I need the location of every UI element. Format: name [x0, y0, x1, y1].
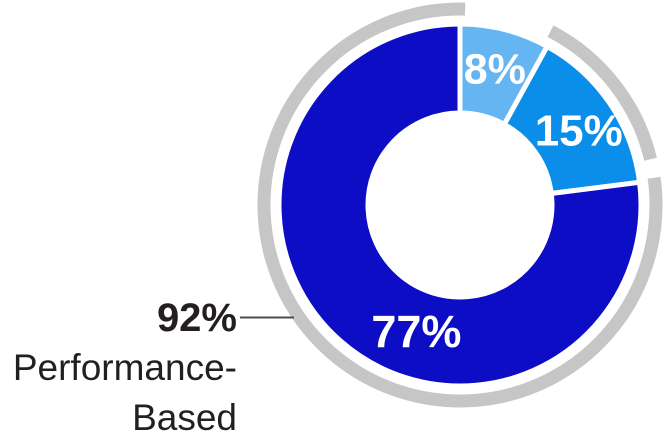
dark-blue-slice [276, 21, 644, 389]
medium-blue-slice-label: 15% [535, 106, 623, 155]
dark-blue-slice-label: 77% [371, 306, 461, 357]
outer-ring-arc-1 [547, 25, 657, 161]
callout-percent: 92% [156, 296, 237, 340]
callout-text-line2: Based [132, 397, 237, 438]
outer-ring-arc-2 [257, 2, 663, 408]
callout-text-line1: Performance- [12, 347, 237, 388]
medium-blue-slice [500, 42, 643, 197]
light-blue-slice-label: 8% [464, 45, 526, 93]
callout-label: 92% Performance- Based [13, 293, 237, 439]
